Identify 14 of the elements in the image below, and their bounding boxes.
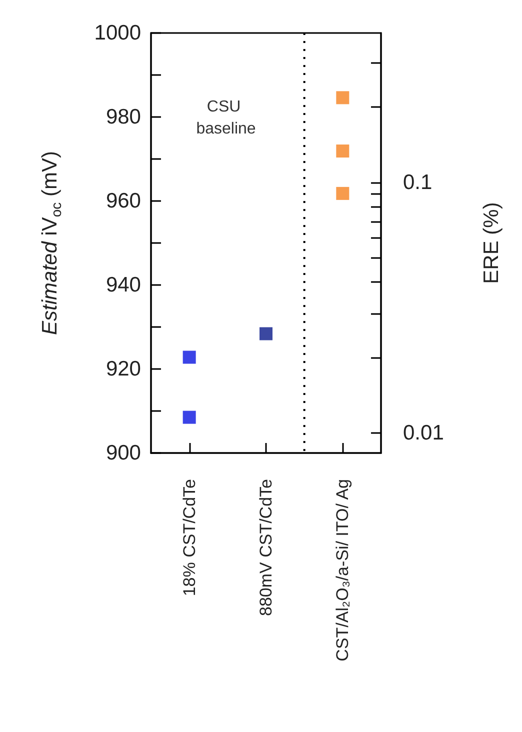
y2-axis-title: ERE (%) xyxy=(480,202,503,284)
y-tick-label: 980 xyxy=(106,106,141,128)
y-tick-label: 920 xyxy=(106,358,141,380)
y-axis-title: Estimated iVoc (mV) xyxy=(38,151,64,335)
y-tick-label: 900 xyxy=(106,442,141,464)
y-tick-label: 960 xyxy=(106,190,141,212)
x-tick-label: 18% CST/CdTe xyxy=(180,479,199,596)
y-tick-label: 940 xyxy=(106,274,141,296)
x-tick-label: CST/Al₂O₃/a-Si/ ITO/ Ag xyxy=(333,479,352,662)
y2-tick-label: 0.01 xyxy=(403,421,444,444)
y-tick-label: 1000 xyxy=(94,22,141,44)
y2-tick-label: 0.1 xyxy=(403,171,432,194)
x-tick-label: 880mV CST/CdTe xyxy=(256,479,276,616)
annotation: CSU baseline xyxy=(196,98,256,138)
